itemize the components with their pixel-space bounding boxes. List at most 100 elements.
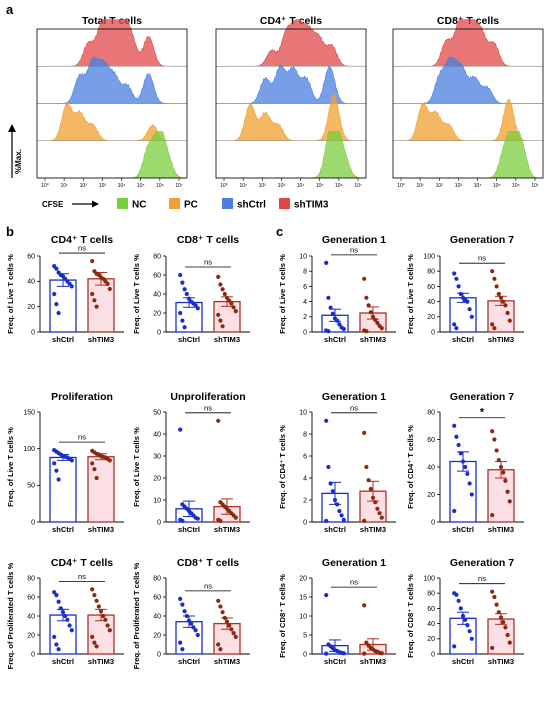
y-tick-label: 4 — [303, 475, 307, 482]
data-point — [458, 451, 463, 456]
data-point — [452, 508, 457, 514]
data-point — [69, 628, 74, 633]
data-point — [67, 623, 72, 628]
significance-label: * — [480, 406, 485, 418]
panel-label-c: c — [276, 224, 283, 239]
flow-tick-label: 10⁶ — [335, 183, 343, 189]
y-axis-label: Freq. of Proliferated T cells % — [6, 562, 15, 669]
y-axis-label: Freq. of CD8⁺ T cells % — [406, 574, 415, 658]
data-point — [490, 269, 495, 274]
data-point — [337, 322, 342, 327]
data-point — [182, 287, 187, 292]
significance-label: ns — [204, 258, 212, 267]
data-point — [465, 623, 470, 628]
y-tick-label: 20 — [299, 575, 307, 582]
y-tick-label: 80 — [427, 269, 435, 276]
data-point — [191, 625, 196, 630]
data-point — [222, 291, 227, 297]
data-point — [103, 617, 108, 622]
y-tick-label: 10 — [153, 497, 161, 504]
data-point — [366, 478, 371, 483]
y-tick-label: 40 — [153, 431, 161, 438]
data-point — [330, 489, 335, 494]
data-point — [467, 629, 472, 634]
flow-tick-label: 10⁷ — [354, 183, 362, 189]
data-point — [490, 589, 495, 594]
data-point — [496, 610, 501, 615]
data-point — [218, 318, 223, 323]
histogram-PC — [215, 93, 367, 142]
y-tick-label: 100 — [423, 575, 435, 582]
data-point — [58, 606, 63, 611]
data-point — [69, 284, 74, 289]
y-tick-label: 40 — [427, 621, 435, 628]
category-label: shCtrl — [452, 657, 474, 666]
bar-chart: Generation 1 0 5 10 15 20 Freq. of CD8⁺ T cell… — [278, 557, 396, 666]
flow-tick-label: 10⁴ — [474, 183, 482, 189]
flow-tick-label: 10⁵ — [493, 183, 501, 189]
bar-chart: Generation 1 0 2 4 6 8 10 Freq. of Live T cells… — [278, 234, 396, 344]
bar-shTIM3 — [87, 614, 115, 655]
y-tick-label: 60 — [153, 594, 161, 601]
data-point — [227, 298, 232, 303]
data-point — [501, 299, 506, 304]
data-point — [94, 598, 99, 603]
data-point — [178, 272, 183, 278]
category-label: shCtrl — [324, 657, 346, 666]
flow-tick-label: 10² — [259, 183, 267, 189]
y-tick-label: 15 — [299, 594, 307, 601]
histogram-shTIM3 — [215, 19, 367, 67]
y-axis-label: Freq. of Live T cells % — [6, 427, 15, 507]
y-tick-label: 0 — [303, 651, 307, 658]
flow-tick-label: 10³ — [278, 183, 286, 189]
flow-tick-label: 10¹ — [417, 183, 425, 189]
data-point — [490, 429, 495, 434]
data-point — [90, 258, 95, 264]
category-label: shCtrl — [324, 335, 346, 344]
significance-label: ns — [204, 581, 212, 590]
data-point — [507, 640, 512, 645]
chart-title: CD4⁺ T cells — [51, 557, 113, 569]
significance-label: ns — [350, 578, 358, 587]
y-tick-label: 20 — [27, 304, 35, 311]
data-point — [505, 310, 510, 316]
y-tick-label: 100 — [423, 253, 435, 260]
y-axis-label: Freq. of Live T cells % — [406, 254, 415, 334]
data-point — [216, 274, 221, 279]
chart-title: CD4⁺ T cells — [51, 234, 113, 246]
data-point — [52, 291, 57, 297]
data-point — [507, 499, 512, 504]
data-point — [463, 464, 468, 470]
y-axis-label: Freq. of CD4⁺ T cells % — [406, 425, 415, 509]
y-tick-label: 40 — [27, 279, 35, 286]
data-point — [231, 631, 236, 636]
data-point — [229, 627, 234, 632]
y-tick-label: 8 — [303, 431, 307, 438]
y-tick-label: 0 — [431, 651, 435, 658]
data-point — [105, 623, 110, 628]
data-point — [193, 303, 198, 308]
data-point — [233, 309, 238, 314]
data-point — [370, 314, 376, 319]
histogram-shTIM3 — [392, 19, 544, 67]
data-point — [364, 329, 369, 334]
data-point — [490, 513, 495, 518]
y-tick-label: 10 — [299, 253, 307, 260]
data-point — [229, 301, 234, 306]
data-point — [90, 634, 95, 640]
data-point — [330, 311, 335, 316]
flow-tick-label: 10⁵ — [137, 183, 145, 189]
chart-title: CD8⁺ T cells — [177, 234, 239, 246]
category-label: shTIM3 — [214, 525, 240, 534]
significance-label: ns — [350, 245, 358, 254]
data-point — [362, 276, 367, 281]
data-point — [456, 284, 461, 289]
panel-a: aTotal T cells10⁰10¹10²10³10⁴10⁵10⁶10⁷CD… — [6, 2, 544, 211]
category-label: shCtrl — [52, 525, 74, 534]
y-tick-label: 10 — [299, 409, 307, 416]
data-point — [324, 518, 329, 524]
y-tick-label: 40 — [427, 299, 435, 306]
panel-label-a: a — [6, 2, 14, 17]
legend-label-PC: PC — [184, 200, 198, 211]
data-point — [364, 640, 369, 645]
